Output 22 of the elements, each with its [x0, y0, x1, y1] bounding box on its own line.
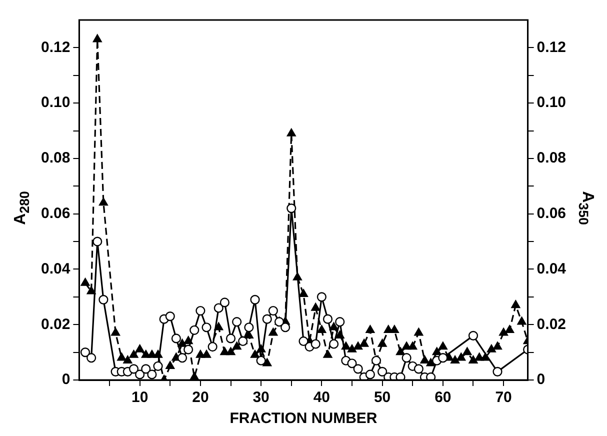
x-tick-label: 30 [252, 389, 270, 406]
y-tick-label: 0 [62, 371, 70, 388]
y2-tick-label: 0.02 [536, 316, 566, 333]
y-tick-label: 0.10 [40, 94, 70, 112]
y2-tick-label: 0.12 [536, 38, 566, 56]
y-tick-label: 0.04 [40, 260, 71, 278]
x-tick-label: 10 [131, 389, 148, 406]
y-tick-label: 0.12 [40, 38, 70, 56]
y2-tick-label: 0.08 [536, 150, 566, 167]
x-tick-label: 20 [192, 389, 209, 406]
x-tick-label: 40 [313, 389, 330, 406]
y2-tick-label: 0.04 [536, 260, 567, 278]
y2-tick-label: 0.10 [536, 94, 566, 112]
x-tick-label: 60 [434, 389, 452, 406]
y-tick-label: 0.02 [40, 316, 70, 333]
y2-tick-label: 0 [536, 371, 546, 388]
x-tick-label: 70 [495, 389, 512, 406]
y-tick-label: 0.06 [40, 204, 70, 222]
x-tick-label: 50 [374, 389, 391, 406]
x-axis-title: FRACTION NUMBER [230, 410, 378, 428]
y-tick-label: 0.08 [40, 150, 70, 167]
y2-tick-label: 0.06 [536, 204, 566, 222]
